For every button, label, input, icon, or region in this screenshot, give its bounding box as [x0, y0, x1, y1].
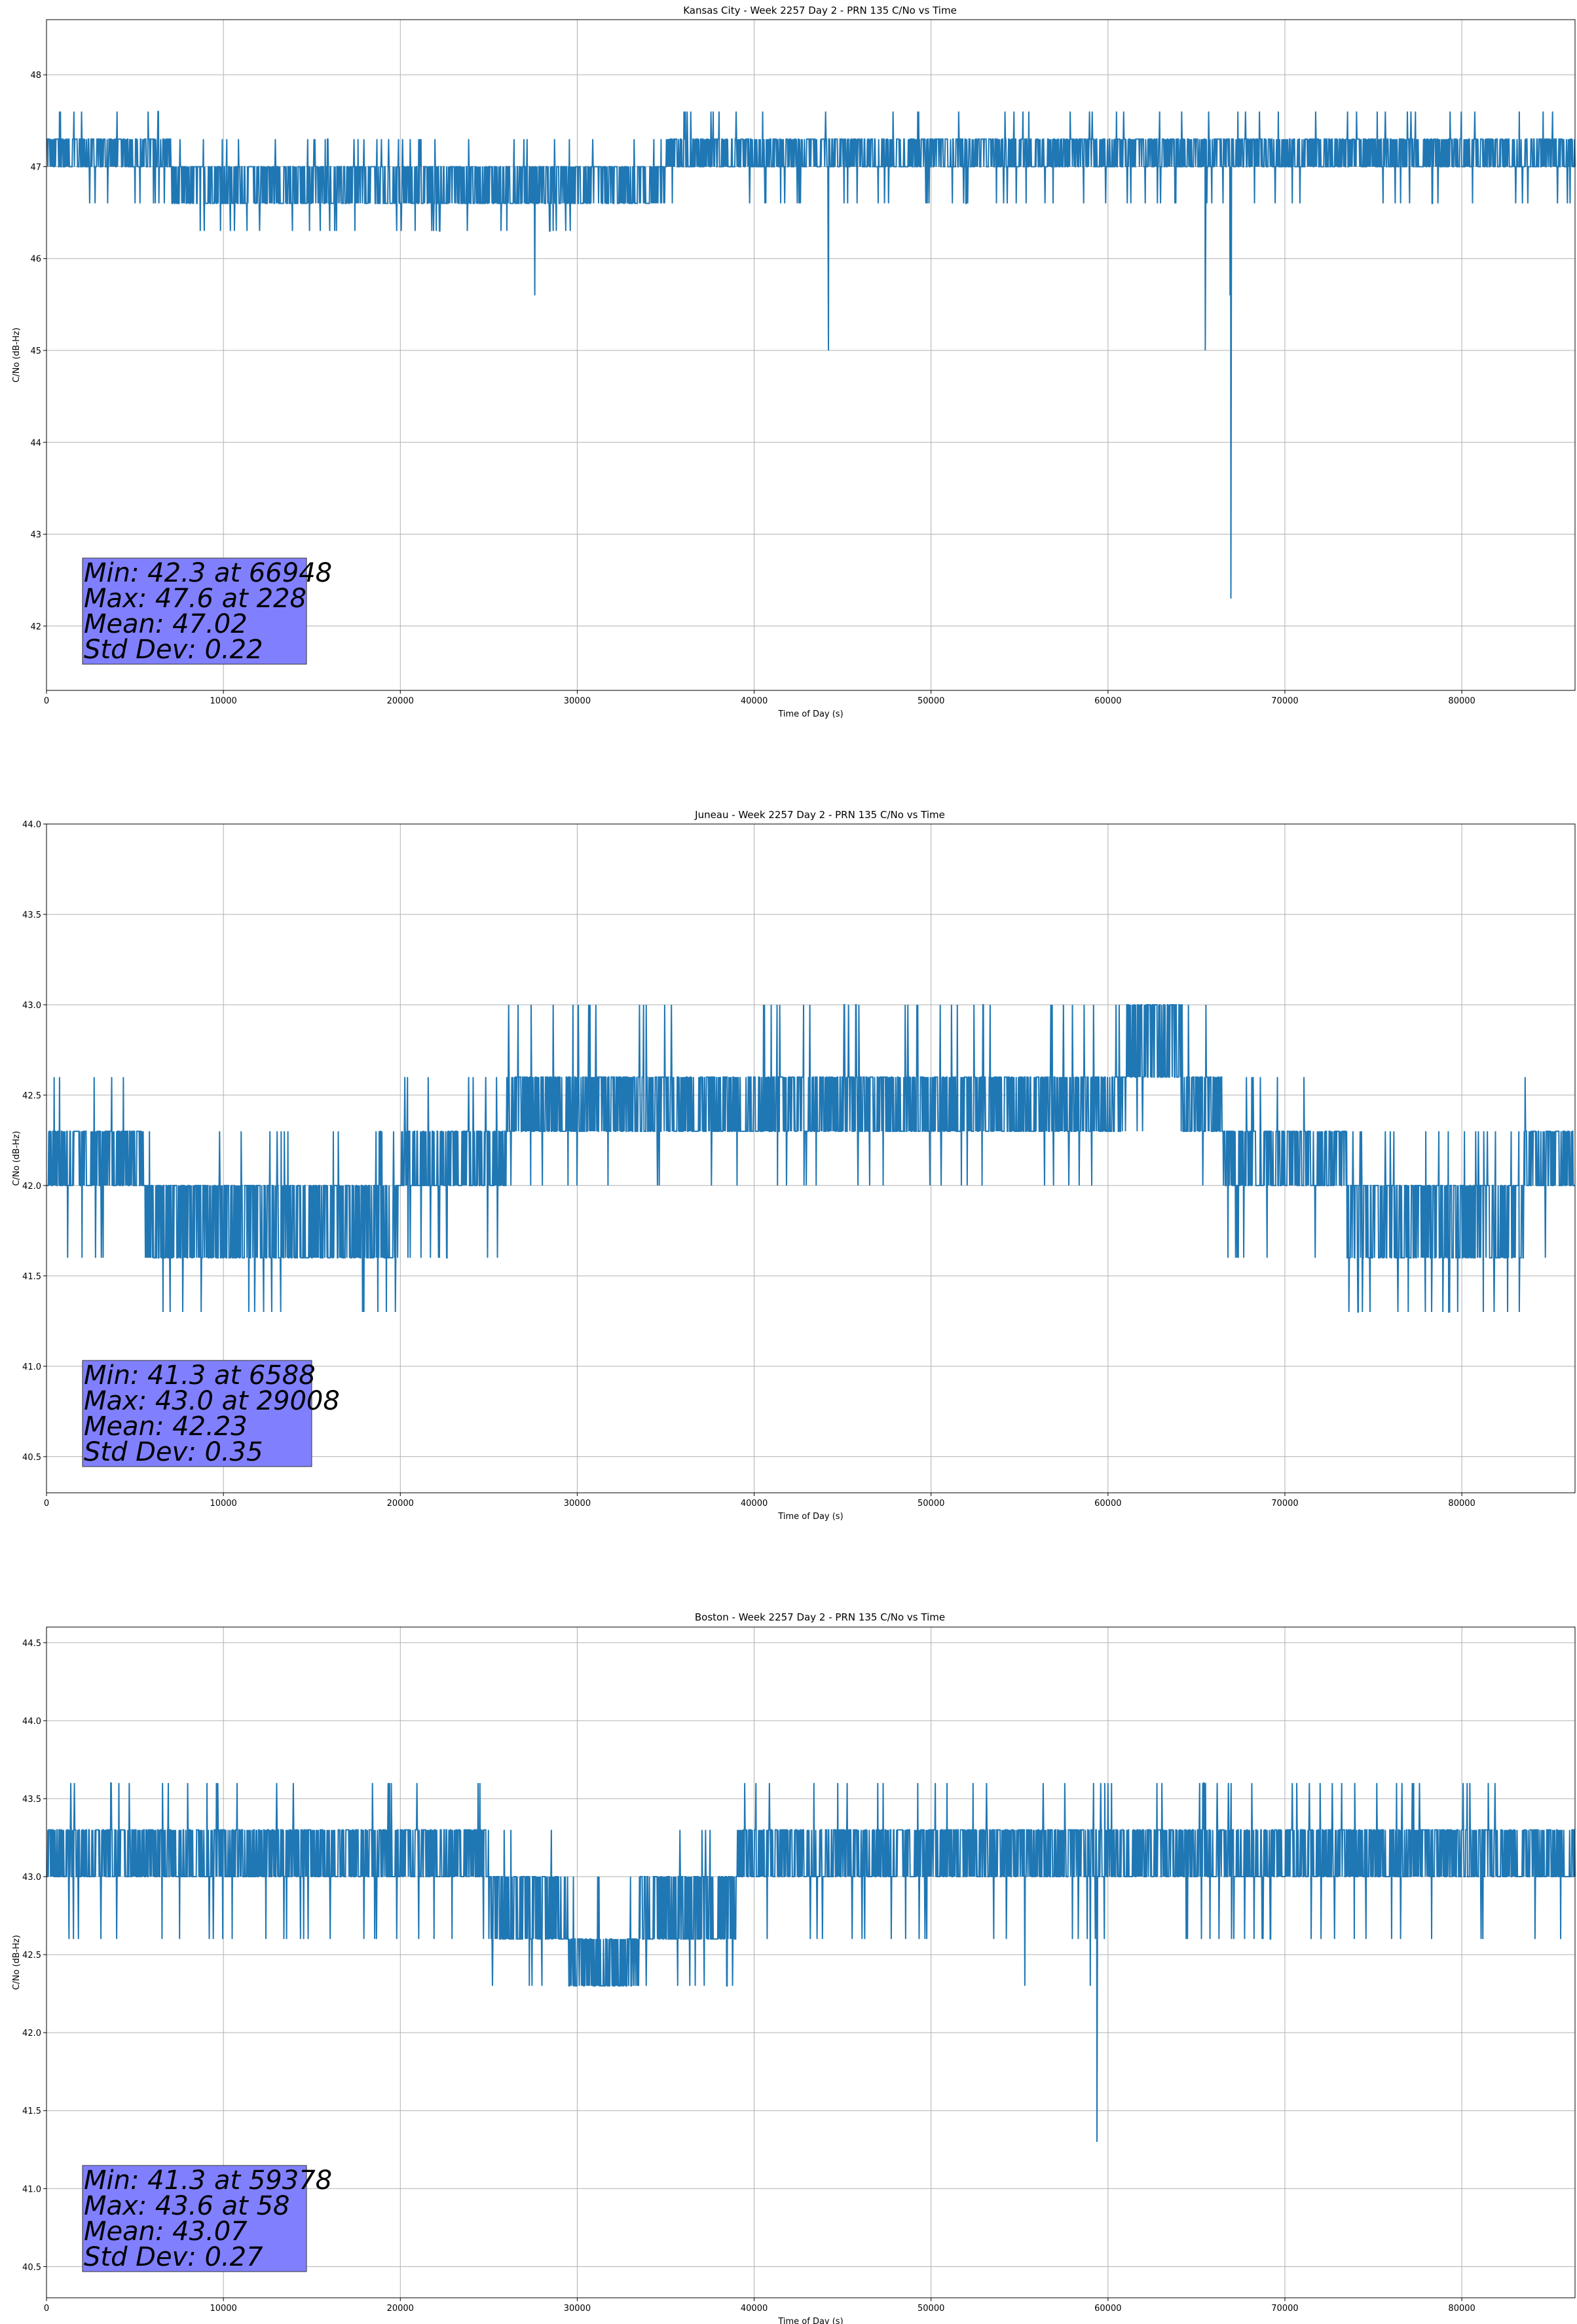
- y-tick-label: 44: [30, 438, 41, 448]
- x-tick-label: 60000: [1094, 1499, 1121, 1509]
- stats-std-dev: Std Dev: 0.35: [84, 1437, 263, 1467]
- y-axis-label: C/No (dB-Hz): [12, 1131, 22, 1186]
- stats-mean: Mean: 42.23: [84, 1412, 248, 1442]
- x-axis-label: Time of Day (s): [777, 1512, 843, 1522]
- stats-box-background: [82, 1360, 312, 1467]
- x-tick-label: 10000: [210, 2304, 236, 2314]
- y-ticks: 42 43 44 45 46 47 48: [30, 71, 46, 632]
- x-tick-label: 30000: [564, 1499, 591, 1509]
- x-tick-label: 50000: [918, 696, 944, 706]
- x-ticks: 0 10000 20000 30000 40000 50000 60000 70000 8000…: [44, 1493, 1475, 1509]
- y-tick-label: 42: [30, 622, 41, 632]
- axes-frame: [46, 19, 1576, 691]
- x-tick-label: 0: [44, 2304, 49, 2314]
- x-tick-label: 30000: [564, 696, 591, 706]
- x-tick-label: 20000: [387, 1499, 414, 1509]
- y-tick-label: 41.0: [22, 2184, 41, 2194]
- x-tick-label: 40000: [741, 696, 768, 706]
- y-tick-label: 41.0: [22, 1362, 41, 1372]
- series-line: [46, 1003, 1575, 1313]
- stats-max: Max: 43.6 at 58: [84, 2191, 289, 2221]
- x-tick-label: 0: [44, 696, 49, 706]
- series-line: [46, 1782, 1576, 2142]
- x-tick-label: 70000: [1271, 1499, 1298, 1509]
- x-tick-label: 30000: [564, 2304, 591, 2314]
- plot-area: [46, 1003, 1575, 1313]
- x-tick-label: 60000: [1094, 2304, 1121, 2314]
- y-tick-label: 44.0: [22, 820, 41, 830]
- x-tick-label: 20000: [387, 696, 414, 706]
- grid: [46, 20, 1575, 690]
- stats-max: Max: 43.0 at 29008: [84, 1386, 340, 1416]
- y-tick-label: 43.5: [22, 1795, 41, 1805]
- stats-box: Min: 42.3 at 66948 Max: 47.6 at 228 Mean…: [82, 557, 332, 665]
- x-tick-label: 80000: [1448, 696, 1475, 706]
- x-tick-label: 50000: [918, 1499, 944, 1509]
- y-tick-label: 40.5: [22, 1453, 41, 1463]
- x-tick-label: 60000: [1094, 696, 1121, 706]
- chart-kansas-city: Kansas City - Week 2257 Day 2 - PRN 135 …: [12, 5, 1576, 719]
- x-tick-label: 10000: [210, 696, 236, 706]
- y-tick-label: 47: [30, 162, 41, 172]
- y-axis-label: C/No (dB-Hz): [12, 328, 22, 383]
- y-tick-label: 43.0: [22, 1873, 41, 1883]
- stats-box: Min: 41.3 at 59378 Max: 43.6 at 58 Mean:…: [82, 2165, 332, 2272]
- x-tick-label: 80000: [1448, 1499, 1475, 1509]
- x-axis-label: Time of Day (s): [777, 2317, 843, 2324]
- x-tick-label: 40000: [741, 2304, 768, 2314]
- stats-min: Min: 41.3 at 59378: [84, 2165, 332, 2196]
- axes-frame: [46, 823, 1576, 1493]
- x-ticks: 0 10000 20000 30000 40000 50000 60000 70000 8000…: [44, 2298, 1475, 2314]
- y-tick-label: 43.0: [22, 1001, 41, 1011]
- stats-std-dev: Std Dev: 0.22: [84, 635, 263, 665]
- x-tick-label: 70000: [1271, 2304, 1298, 2314]
- y-tick-label: 45: [30, 347, 41, 356]
- x-tick-label: 70000: [1271, 696, 1298, 706]
- y-tick-label: 41.5: [22, 1272, 41, 1282]
- x-tick-label: 50000: [918, 2304, 944, 2314]
- stats-std-dev: Std Dev: 0.27: [84, 2242, 263, 2272]
- y-tick-label: 42.0: [22, 2029, 41, 2038]
- x-tick-label: 0: [44, 1499, 49, 1509]
- plot-area: [46, 1782, 1576, 2142]
- x-axis-label: Time of Day (s): [777, 709, 843, 719]
- x-tick-label: 20000: [387, 2304, 414, 2314]
- y-ticks: 40.5 41.0 41.5 42.0 42.5 43.0 43.5 44.0: [22, 820, 46, 1463]
- series-line: [46, 111, 1576, 599]
- stats-min: Min: 41.3 at 6588: [84, 1360, 316, 1391]
- y-axis-label: C/No (dB-Hz): [12, 1935, 22, 1990]
- y-tick-label: 42.5: [22, 1091, 41, 1101]
- chart-juneau: Juneau - Week 2257 Day 2 - PRN 135 C/No …: [12, 809, 1576, 1522]
- stats-max: Max: 47.6 at 228: [84, 584, 306, 614]
- y-tick-label: 46: [30, 255, 41, 265]
- stats-mean: Mean: 43.07: [84, 2217, 248, 2247]
- y-tick-label: 42.5: [22, 1951, 41, 1960]
- plot-area: [46, 111, 1576, 599]
- y-tick-label: 43.5: [22, 910, 41, 920]
- y-tick-label: 41.5: [22, 2107, 41, 2116]
- y-tick-label: 40.5: [22, 2262, 41, 2272]
- y-tick-label: 48: [30, 71, 41, 81]
- x-tick-label: 80000: [1448, 2304, 1475, 2314]
- y-tick-label: 44.5: [22, 1639, 41, 1649]
- x-tick-label: 10000: [210, 1499, 236, 1509]
- stats-min: Min: 42.3 at 66948: [84, 558, 332, 588]
- chart-boston: Boston - Week 2257 Day 2 - PRN 135 C/No …: [12, 1611, 1576, 2324]
- stats-box-background: [82, 557, 307, 665]
- y-tick-label: 43: [30, 531, 41, 540]
- stats-box-background: [82, 2165, 307, 2272]
- chart-title: Kansas City - Week 2257 Day 2 - PRN 135 …: [683, 5, 957, 16]
- stats-mean: Mean: 47.02: [84, 609, 248, 639]
- stats-box: Min: 41.3 at 6588 Max: 43.0 at 29008 Mea…: [82, 1360, 340, 1467]
- chart-title: Juneau - Week 2257 Day 2 - PRN 135 C/No …: [694, 809, 945, 821]
- y-tick-label: 44.0: [22, 1717, 41, 1727]
- x-tick-label: 40000: [741, 1499, 768, 1509]
- x-ticks: 0 10000 20000 30000 40000 50000 60000 70000 8000…: [44, 690, 1475, 706]
- y-tick-label: 42.0: [22, 1182, 41, 1191]
- y-ticks: 40.5 41.0 41.5 42.0 42.5 43.0 43.5 44.0 44.5: [22, 1639, 46, 2272]
- axes-frame: [46, 1626, 1576, 2298]
- chart-title: Boston - Week 2257 Day 2 - PRN 135 C/No …: [695, 1611, 945, 1623]
